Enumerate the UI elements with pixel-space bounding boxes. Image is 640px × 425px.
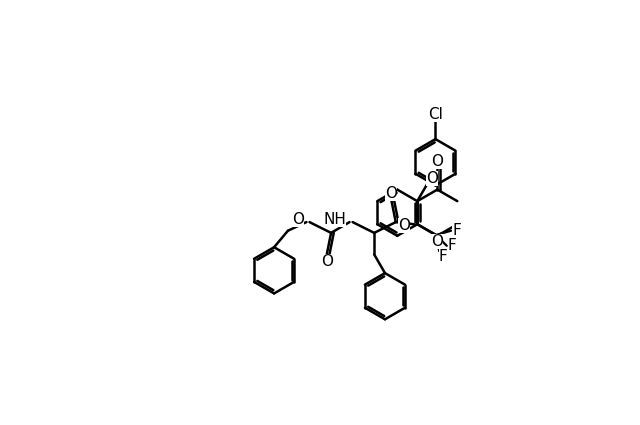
Text: O: O [385,186,397,201]
Text: O: O [426,171,438,186]
Text: O: O [398,218,410,233]
Text: F: F [452,223,461,238]
Text: F: F [438,249,447,264]
Text: Cl: Cl [428,107,443,122]
Text: NH: NH [324,212,346,227]
Text: O: O [321,254,333,269]
Text: O: O [431,154,444,170]
Text: F: F [448,238,456,253]
Text: O: O [292,212,304,227]
Text: O: O [431,235,444,249]
